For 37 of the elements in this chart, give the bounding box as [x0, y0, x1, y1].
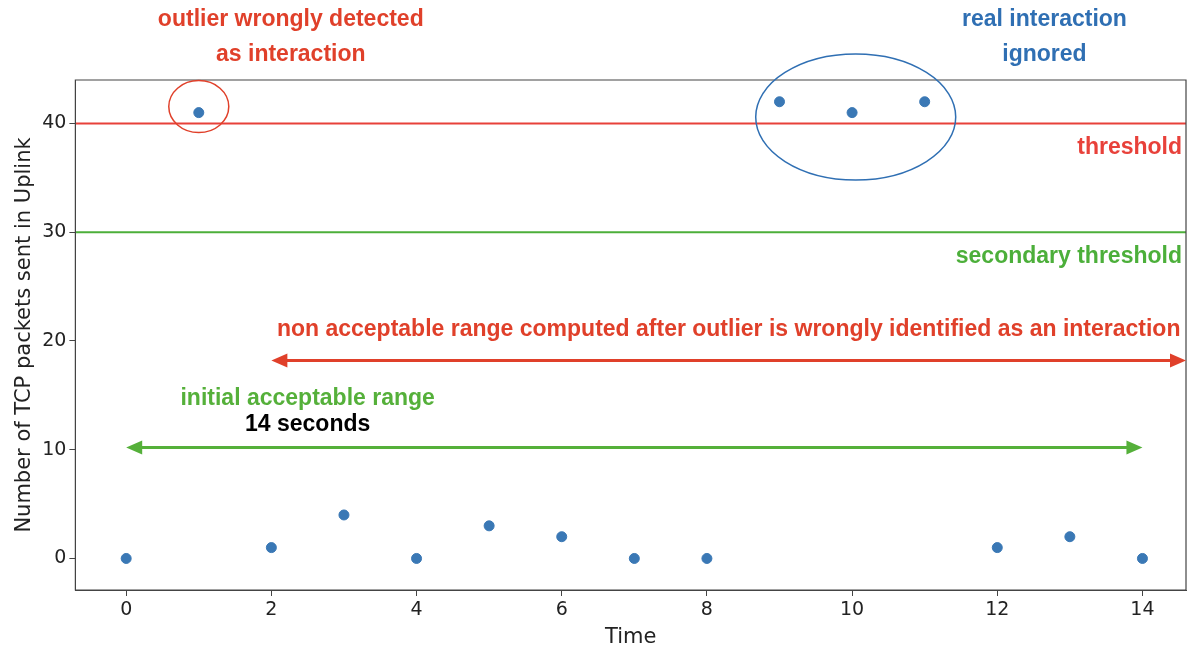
annotation: outlier wrongly detected as interaction [157, 5, 424, 67]
x-tick-label: 8 [700, 597, 713, 620]
x-tick-label: 0 [120, 597, 133, 620]
point [701, 552, 713, 564]
x-tick-label: 2 [265, 597, 278, 620]
y-tick-label: 40 [42, 110, 67, 133]
point [120, 552, 132, 564]
y-tick-label: 0 [54, 545, 67, 568]
point [628, 552, 640, 564]
point [411, 552, 423, 564]
y-axis-title: Number of TCP packets sent in Uplink [11, 136, 36, 533]
x-axis-title: Time [603, 623, 657, 648]
point [919, 96, 931, 108]
point [556, 531, 568, 543]
point [1136, 552, 1148, 564]
point [1064, 531, 1076, 543]
x-tick-label: 14 [1130, 597, 1155, 620]
text: real interaction ignored [962, 5, 1127, 67]
point [265, 542, 277, 554]
x-tick-label: 12 [985, 597, 1010, 620]
annotation: initial acceptable range [180, 383, 435, 410]
point [193, 107, 205, 119]
x-tick-label: 4 [410, 597, 423, 620]
point [483, 520, 495, 532]
x-tick-label: 10 [839, 597, 865, 620]
point [338, 509, 350, 521]
annotation: 14 seconds [245, 410, 371, 437]
x-tick-label: 6 [555, 597, 568, 620]
point [774, 96, 785, 108]
point [846, 107, 858, 119]
y-tick-label: 10 [42, 436, 67, 459]
ref-line-label: threshold [1077, 132, 1182, 159]
ref-line-label: secondary threshold [955, 241, 1182, 268]
y-tick-label: 30 [42, 219, 67, 242]
point [991, 542, 1003, 554]
y-tick-label: 20 [42, 327, 67, 350]
annotation: non acceptable range computed after outlier is wrongly identified as an interaction [276, 315, 1181, 342]
